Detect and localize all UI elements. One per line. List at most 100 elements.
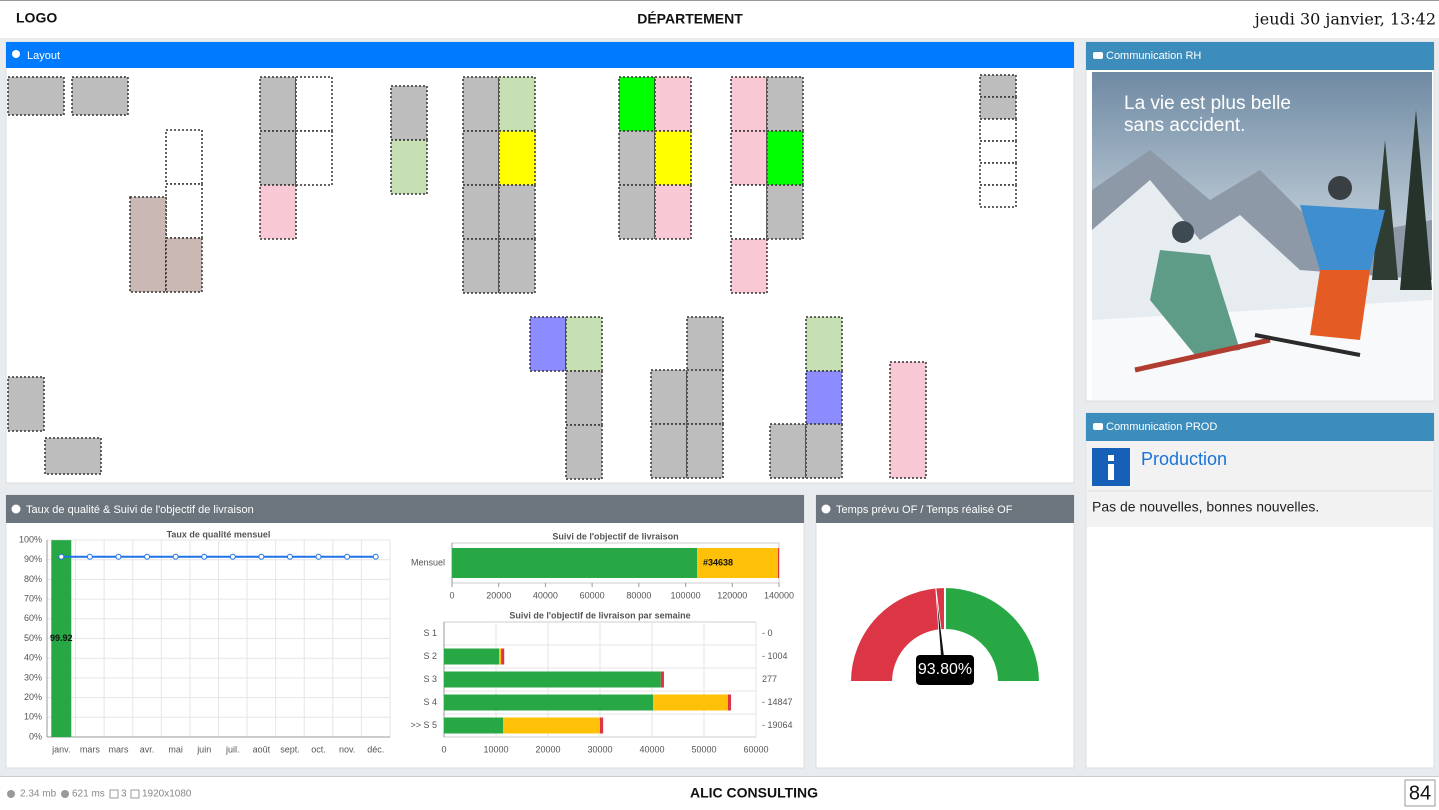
layout-zone (498, 184, 536, 240)
ski (1134, 337, 1271, 373)
layout-zone (390, 85, 428, 141)
layout-header (6, 42, 1074, 68)
y-tick-label: S 2 (423, 651, 437, 661)
bar (51, 540, 72, 737)
layout-zone (295, 76, 333, 132)
line-point (229, 553, 236, 560)
layout-zone (498, 130, 536, 186)
layout-zone (730, 130, 768, 186)
y-tick-label: 20% (24, 692, 42, 702)
layout-zone (654, 130, 692, 186)
layout-zone (730, 184, 768, 240)
row-note: - 14847 (762, 697, 793, 707)
prod-header (1086, 413, 1434, 441)
rh-image: La vie est plus belle sans accident. (1092, 72, 1432, 400)
gauge-band (848, 585, 946, 683)
screen-icon (109, 789, 119, 799)
layout-zone (618, 130, 656, 186)
row-note: - 0 (762, 628, 773, 638)
panel-title: Taux de qualité & Suivi de l'objectif de… (26, 504, 254, 516)
prod-heading: Production (1141, 449, 1227, 469)
x-tick-label: 40000 (533, 590, 558, 600)
row-note: - 19064 (762, 720, 793, 730)
layout-zone (390, 139, 428, 195)
gauge-label: 93.80% (918, 661, 972, 678)
layout-zone (618, 76, 656, 132)
y-tick-label: 90% (24, 554, 42, 564)
layout-zone (498, 76, 536, 132)
logo: LOGO (16, 10, 57, 26)
layout-zone (165, 237, 203, 293)
layout-zone (44, 437, 102, 475)
bar-segment (444, 694, 654, 711)
y-tick-label: 100% (19, 534, 42, 544)
line-point (344, 553, 351, 560)
bar-label: 99.92 (50, 633, 73, 643)
chat-icon (1093, 423, 1103, 430)
row-note: 277 (762, 674, 777, 684)
tree (1400, 110, 1432, 290)
stat-screens: 3 (121, 789, 127, 800)
info-icon-dot (1108, 455, 1114, 461)
layout-zone (805, 423, 843, 479)
x-tick-label: 60000 (580, 590, 605, 600)
bar-segment (444, 717, 504, 734)
info-icon-bar (1108, 464, 1114, 480)
bar-segment (499, 648, 502, 665)
layout-zone (805, 316, 843, 372)
layout-zone (979, 184, 1017, 208)
layout-zone (498, 238, 536, 294)
x-tick-label: août (253, 744, 271, 754)
x-tick-label: 30000 (587, 744, 612, 754)
line-point (144, 553, 151, 560)
layout-zone (766, 130, 804, 186)
bar-segment (653, 694, 728, 711)
x-tick-label: 60000 (743, 744, 768, 754)
line-point (201, 553, 208, 560)
layout-zone (730, 76, 768, 132)
x-tick-label: 140000 (764, 590, 794, 600)
x-tick-label: 50000 (691, 744, 716, 754)
layout-zone (618, 184, 656, 240)
gear-icon (7, 790, 15, 798)
x-tick-label: mars (80, 744, 100, 754)
counter: 84 (1409, 782, 1431, 804)
y-tick-label: 10% (24, 712, 42, 722)
layout-zone (805, 370, 843, 426)
x-tick-label: 0 (441, 744, 446, 754)
bar-segment (697, 548, 778, 578)
quality-header (6, 495, 804, 523)
x-tick-label: janv. (51, 744, 70, 754)
x-tick-label: 20000 (486, 590, 511, 600)
layout-zone (766, 76, 804, 132)
clock-icon (61, 790, 69, 798)
line-point (372, 553, 379, 560)
skier-pants (1310, 270, 1370, 340)
line-point (315, 553, 322, 560)
y-tick-label: S 1 (423, 628, 437, 638)
company: ALIC CONSULTING (690, 785, 818, 801)
pie-icon (821, 504, 831, 514)
skier-head (1172, 221, 1194, 243)
skier-left (1150, 250, 1240, 355)
layout-zone (654, 76, 692, 132)
image-text: La vie est plus belle (1124, 93, 1291, 114)
layout-map (7, 74, 1017, 480)
layout-zone (462, 76, 500, 132)
layout-zone (129, 196, 167, 293)
layout-zone (686, 316, 724, 372)
layout-zone (71, 76, 129, 116)
y-tick-label: Mensuel (411, 557, 445, 567)
layout-zone (654, 184, 692, 240)
line-point (172, 553, 179, 560)
line-point (86, 553, 93, 560)
panel-title: Communication RH (1106, 50, 1201, 62)
x-tick-label: 0 (449, 590, 454, 600)
y-tick-label: 60% (24, 613, 42, 623)
layout-zone (7, 376, 45, 432)
y-tick-label: 30% (24, 672, 42, 682)
bar-segment (503, 717, 600, 734)
stat-time: 621 ms (72, 789, 105, 800)
layout-zone (565, 316, 603, 372)
